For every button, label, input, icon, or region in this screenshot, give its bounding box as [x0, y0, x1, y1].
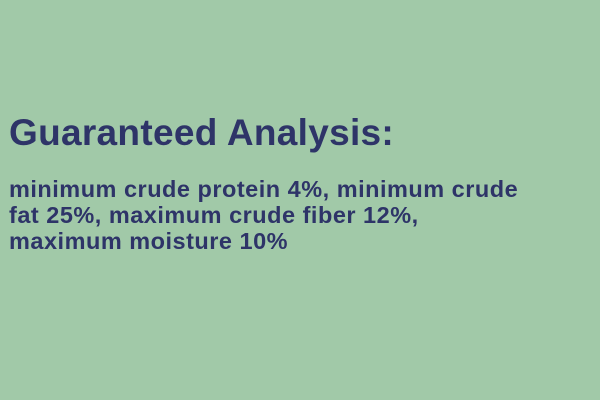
analysis-line: maximum moisture 10%: [9, 228, 289, 254]
analysis-text: minimum crude protein 4%, minimum crude …: [9, 176, 518, 254]
heading: Guaranteed Analysis:: [9, 112, 395, 153]
analysis-line: fat 25%, maximum crude fiber 12%,: [9, 202, 419, 228]
analysis-line: minimum crude protein 4%, minimum crude: [9, 176, 519, 202]
